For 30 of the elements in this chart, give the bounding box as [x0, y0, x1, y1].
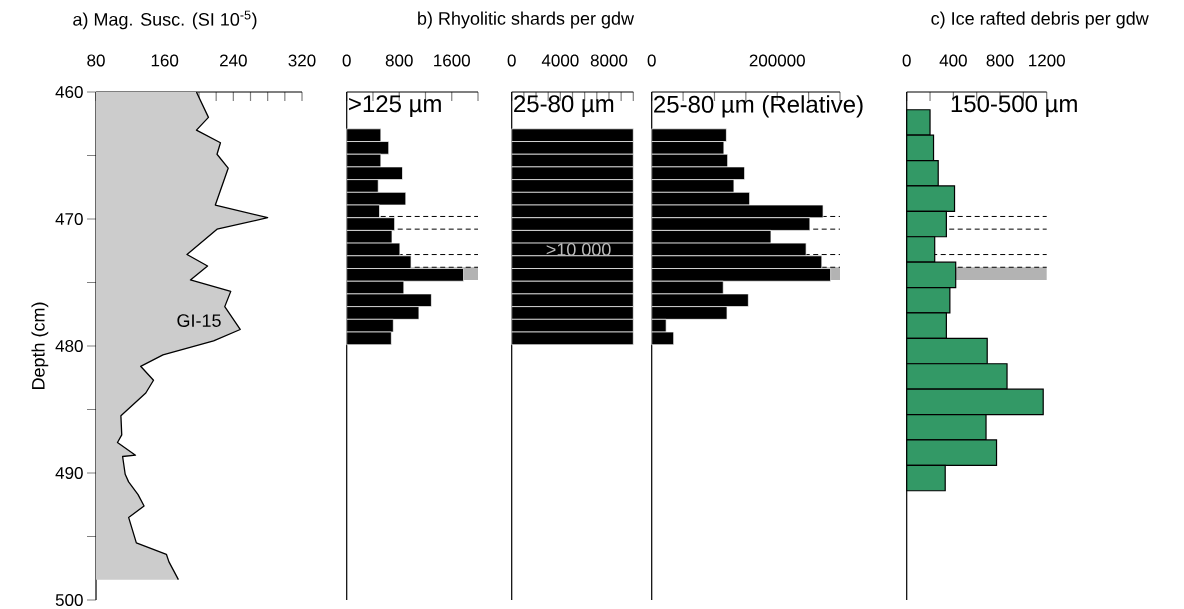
- x-tick-label: 200000: [749, 54, 805, 67]
- y-tick-label: 490: [55, 466, 83, 480]
- annotation: GI-15: [177, 314, 221, 327]
- x-tick-label: 1600: [434, 54, 470, 67]
- y-axis-title: Depth (cm): [31, 302, 49, 390]
- y-tick-label: 460: [55, 85, 83, 99]
- x-tick-label: 800: [385, 54, 413, 67]
- chart-subtitle: 150-500 µm: [951, 95, 1077, 117]
- chart-title: c) Ice rafted debris per gdw: [931, 11, 1149, 29]
- y-tick-label: 480: [55, 339, 83, 353]
- chart-title: a) Mag. Susc. (SI 10$^{-5}$): [73, 10, 257, 30]
- y-tick-label: 470: [55, 212, 83, 226]
- chart-subtitle: >125 µm: [349, 95, 441, 117]
- x-tick-label: 800: [986, 54, 1014, 67]
- x-tick-label: 0: [342, 54, 351, 67]
- x-tick-label: 0: [647, 54, 656, 67]
- chart-subtitle: 25-80 µm (Relative): [654, 95, 863, 118]
- x-tick-label: 0: [507, 54, 516, 67]
- x-tick-label: 0: [902, 54, 911, 67]
- x-tick-label: 320: [288, 54, 316, 67]
- x-tick-label: 4000: [541, 54, 579, 67]
- y-tick-label: 500: [55, 593, 83, 607]
- x-tick-label: 240: [220, 54, 247, 67]
- x-tick-label: 80: [87, 54, 105, 67]
- x-tick-label: 1200: [1029, 54, 1065, 67]
- x-tick-label: 160: [151, 54, 179, 67]
- x-tick-label: 8000: [590, 54, 628, 67]
- chart-subtitle: 25-80 µm: [514, 95, 614, 117]
- chart-title: b) Rhyolitic shards per gdw: [418, 11, 635, 29]
- x-tick-label: 400: [939, 54, 967, 67]
